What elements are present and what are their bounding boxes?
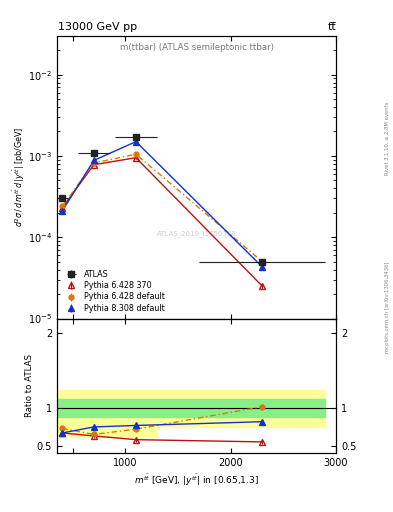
Legend: ATLAS, Pythia 6.428 370, Pythia 6.428 default, Pythia 8.308 default: ATLAS, Pythia 6.428 370, Pythia 6.428 de… (61, 268, 167, 314)
Text: m(ttbar) (ATLAS semileptonic ttbar): m(ttbar) (ATLAS semileptonic ttbar) (119, 43, 274, 52)
Text: 13000 GeV pp: 13000 GeV pp (58, 22, 137, 32)
Text: tt̅: tt̅ (327, 22, 336, 32)
Y-axis label: $d^2\sigma\,/\,dm^{t\bar{t}}\,d\,|y^{t\bar{t}}|$ [pb/GeV]: $d^2\sigma\,/\,dm^{t\bar{t}}\,d\,|y^{t\b… (11, 127, 27, 227)
X-axis label: $m^{t\bar{t}}$ [GeV], $|y^{t\bar{t}}|$ in [0.65,1.3]: $m^{t\bar{t}}$ [GeV], $|y^{t\bar{t}}|$ i… (134, 472, 259, 488)
Text: Rivet 3.1.10, ≥ 2.8M events: Rivet 3.1.10, ≥ 2.8M events (385, 101, 390, 175)
Y-axis label: Ratio to ATLAS: Ratio to ATLAS (25, 354, 34, 417)
Text: ATLAS_2019_I1750330: ATLAS_2019_I1750330 (156, 230, 237, 237)
Text: mcplots.cern.ch [arXiv:1306.3436]: mcplots.cern.ch [arXiv:1306.3436] (385, 262, 390, 353)
